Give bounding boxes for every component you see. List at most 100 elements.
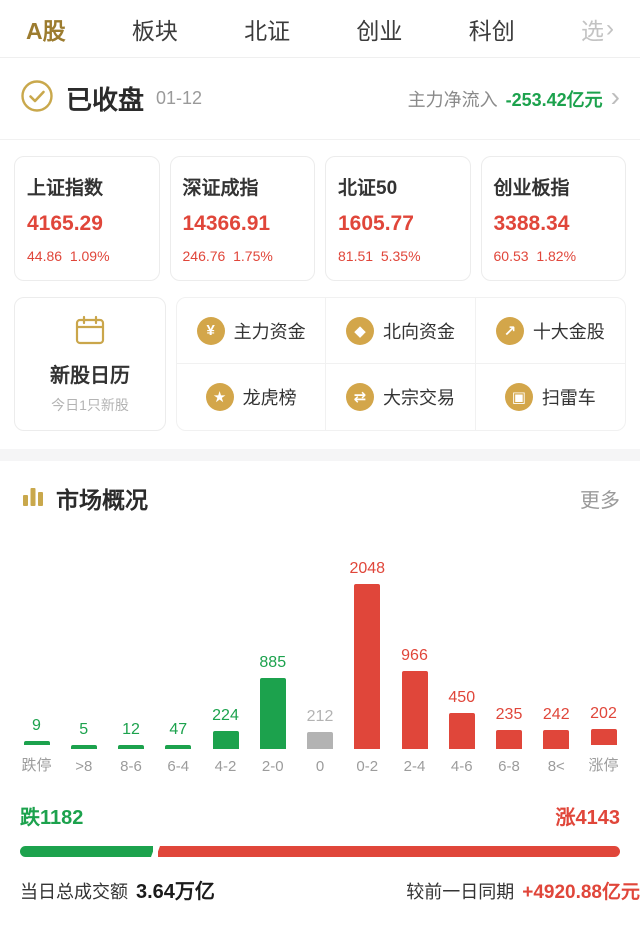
shortcut-label: 龙虎榜 bbox=[242, 388, 297, 408]
index-value: 14366.91 bbox=[182, 212, 271, 235]
bar-category-label: 跌停 bbox=[21, 757, 52, 774]
chevron-right-icon[interactable]: › bbox=[610, 80, 620, 112]
bar bbox=[118, 745, 144, 749]
main-flow-value: -253.42亿元 bbox=[505, 89, 603, 110]
bar-category-label: 涨停 bbox=[588, 757, 619, 774]
bar-value-label: 885 bbox=[259, 654, 287, 671]
up-down-ratio-bar bbox=[20, 846, 620, 857]
shortcut-mine-sweeper[interactable]: ▣ 扫雷车 bbox=[476, 364, 625, 430]
shortcut-main-funds[interactable]: ¥ 主力资金 bbox=[177, 298, 327, 364]
shortcut-label: 扫雷车 bbox=[541, 388, 596, 408]
index-card-row: 上证指数 4165.29 44.86 1.09% 深证成指 14366.91 2… bbox=[0, 140, 640, 295]
bar-group: 12 8-6 bbox=[109, 721, 154, 775]
index-change: 246.76 1.75% bbox=[182, 248, 273, 264]
top-ten-stocks-icon: ↗ bbox=[495, 316, 524, 345]
bar-category-label: 6-4 bbox=[167, 758, 190, 775]
section-title: 市场概况 bbox=[56, 487, 148, 513]
bar bbox=[23, 741, 50, 745]
new-stock-calendar-card[interactable]: 新股日历 今日1只新股 bbox=[14, 297, 166, 431]
index-card-shanghai[interactable]: 上证指数 4165.29 44.86 1.09% bbox=[14, 156, 160, 281]
tab-a-shares[interactable]: A股 bbox=[26, 17, 66, 44]
bar-category-label: 2-4 bbox=[403, 758, 426, 775]
bar bbox=[401, 671, 428, 749]
market-overview-header: 市场概况 更多 bbox=[0, 461, 640, 523]
index-change: 44.86 1.09% bbox=[27, 248, 110, 264]
bar-group: 235 6-8 bbox=[487, 706, 532, 775]
bar-group: 966 2-4 bbox=[392, 647, 437, 775]
bar-category-label: 6-8 bbox=[498, 758, 520, 775]
bar bbox=[590, 729, 617, 745]
shortcut-label: 北向资金 bbox=[382, 321, 455, 342]
index-card-shenzhen[interactable]: 深证成指 14366.91 246.76 1.75% bbox=[169, 156, 315, 281]
bar-value-label: 242 bbox=[542, 706, 570, 723]
compare-value: +4920.88亿元 bbox=[522, 882, 640, 903]
more-link[interactable]: 更多 bbox=[580, 489, 620, 512]
tab-star[interactable]: 科创 bbox=[468, 17, 515, 44]
tab-bse[interactable]: 北证 bbox=[244, 17, 291, 44]
bar bbox=[259, 678, 286, 749]
bar-value-label: 12 bbox=[122, 721, 140, 738]
bar bbox=[212, 731, 239, 749]
dragon-tiger-icon: ★ bbox=[205, 383, 234, 411]
bar-value-label: 47 bbox=[169, 721, 188, 738]
section-divider bbox=[0, 449, 640, 461]
bar bbox=[165, 745, 192, 749]
tab-chinext[interactable]: 创业 bbox=[356, 17, 403, 44]
index-name: 上证指数 bbox=[27, 178, 104, 199]
distribution-chart: 9 跌停 5 >8 12 8-6 47 6-4 224 4-2 885 2-0 212 0 2048 0-2 9… bbox=[0, 523, 640, 775]
shortcut-label: 大宗交易 bbox=[382, 388, 455, 408]
bar-category-label: >8 bbox=[75, 758, 93, 775]
bar-category-label: 0 bbox=[315, 758, 325, 775]
down-count-label: 跌1182 bbox=[20, 807, 84, 829]
bar bbox=[354, 584, 381, 749]
index-card-chinext[interactable]: 创业板指 3388.34 60.53 1.82% bbox=[480, 156, 626, 281]
index-card-bse50[interactable]: 北证50 1605.77 81.51 5.35% bbox=[325, 156, 471, 281]
bar-group: 47 6-4 bbox=[156, 721, 201, 775]
bar-value-label: 5 bbox=[79, 721, 89, 738]
tab-select[interactable]: 选 › bbox=[581, 12, 614, 46]
progress-down-segment bbox=[20, 846, 154, 857]
market-status-title: 已收盘 bbox=[66, 85, 145, 115]
market-closed-icon bbox=[20, 79, 54, 118]
northbound-funds-icon: ◆ bbox=[345, 316, 374, 345]
index-value: 3388.34 bbox=[493, 212, 570, 235]
shortcut-northbound-funds[interactable]: ◆ 北向资金 bbox=[326, 298, 476, 364]
bar-category-label: 4-2 bbox=[214, 758, 237, 775]
bar-category-label: 8-6 bbox=[120, 758, 142, 775]
market-status-date: 01-12 bbox=[156, 88, 203, 108]
bar-value-label: 224 bbox=[212, 707, 239, 724]
bar-value-label: 966 bbox=[401, 647, 428, 664]
chevron-right-icon: › bbox=[605, 14, 614, 42]
shortcut-block-trades[interactable]: ⇄ 大宗交易 bbox=[326, 364, 476, 430]
bar bbox=[543, 730, 570, 749]
turnover-label: 当日总成交额 bbox=[20, 882, 128, 902]
shortcut-top-ten-stocks[interactable]: ↗ 十大金股 bbox=[475, 298, 625, 364]
bar-group: 2048 0-2 bbox=[345, 560, 390, 775]
bar-category-label: 8< bbox=[547, 758, 565, 775]
bar-value-label: 202 bbox=[590, 705, 617, 722]
up-down-counts-row: 跌1182 涨4143 bbox=[0, 801, 640, 830]
index-change: 60.53 1.82% bbox=[493, 248, 577, 264]
shortcut-section: 新股日历 今日1只新股 ¥ 主力资金 ◆ 北向资金 ↗ 十大金股 ★ 龙虎榜 ⇄… bbox=[0, 295, 640, 449]
bar-value-label: 235 bbox=[495, 706, 523, 723]
calendar-title: 新股日历 bbox=[50, 365, 130, 387]
index-value: 1605.77 bbox=[338, 212, 414, 235]
shortcut-dragon-tiger-list[interactable]: ★ 龙虎榜 bbox=[177, 364, 327, 430]
bar-group: 5 >8 bbox=[61, 721, 106, 775]
main-flow-label: 主力净流入 bbox=[407, 89, 498, 110]
index-name: 北证50 bbox=[338, 178, 398, 199]
turnover-stats-row: 当日总成交额 3.64万亿 较前一日同期 +4920.88亿元 bbox=[0, 875, 640, 904]
bar bbox=[448, 713, 475, 749]
bar-value-label: 9 bbox=[32, 717, 41, 734]
market-status-row[interactable]: 已收盘 01-12 主力净流入 -253.42亿元 › bbox=[0, 58, 640, 140]
bar-group: 885 2-0 bbox=[250, 654, 295, 775]
shortcut-label: 主力资金 bbox=[233, 321, 306, 342]
up-count-label: 涨4143 bbox=[555, 807, 621, 829]
bar-category-label: 4-6 bbox=[450, 758, 473, 775]
index-value: 4165.29 bbox=[27, 212, 103, 235]
shortcut-grid: ¥ 主力资金 ◆ 北向资金 ↗ 十大金股 ★ 龙虎榜 ⇄ 大宗交易 ▣ 扫雷车 bbox=[176, 297, 626, 431]
tab-sectors[interactable]: 板块 bbox=[131, 17, 178, 44]
bar-value-label: 2048 bbox=[349, 560, 386, 577]
calendar-icon bbox=[73, 313, 107, 352]
bar-group: 242 8< bbox=[534, 706, 579, 775]
